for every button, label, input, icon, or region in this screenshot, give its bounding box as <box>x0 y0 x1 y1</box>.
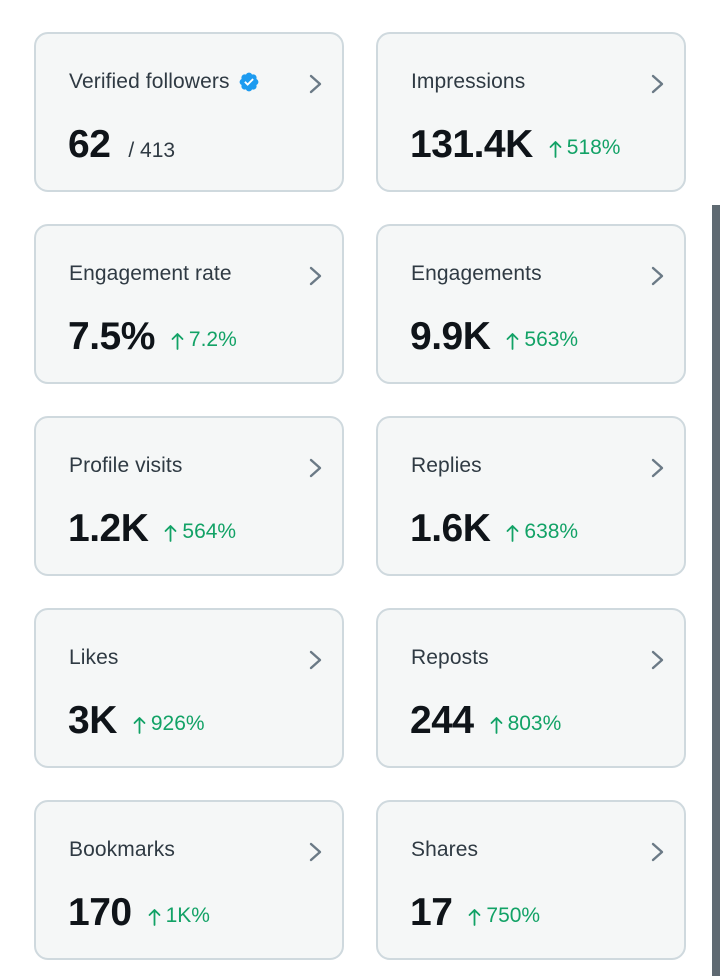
change-indicator: 564% <box>164 520 236 544</box>
change-indicator: 926% <box>133 712 205 736</box>
card-engagements[interactable]: Engagements 9.9K 563% <box>376 224 686 384</box>
card-engagement-rate[interactable]: Engagement rate 7.5% 7.2% <box>34 224 344 384</box>
arrow-up-icon <box>164 525 177 542</box>
arrow-up-icon <box>549 141 562 158</box>
scrollbar[interactable] <box>712 205 720 976</box>
card-value: 1.2K <box>68 507 149 550</box>
chevron-right-icon <box>309 266 322 286</box>
card-value: 17 <box>410 891 453 934</box>
arrow-up-icon <box>133 717 146 734</box>
card-value: 9.9K <box>410 315 491 358</box>
card-bookmarks[interactable]: Bookmarks 170 1K% <box>34 800 344 960</box>
card-replies[interactable]: Replies 1.6K 638% <box>376 416 686 576</box>
change-indicator: 638% <box>506 520 578 544</box>
card-label: Shares <box>411 838 479 861</box>
chevron-right-icon <box>651 842 664 862</box>
card-label: Replies <box>411 454 482 477</box>
card-value: 131.4K <box>410 123 533 166</box>
change-value: 803% <box>507 712 562 735</box>
arrow-up-icon <box>468 909 481 926</box>
card-value: 244 <box>410 699 474 742</box>
card-verified-followers[interactable]: Verified followers 62 / 413 <box>34 32 344 192</box>
arrow-up-icon <box>506 333 519 350</box>
card-label: Engagements <box>411 262 542 285</box>
arrow-up-icon <box>171 333 184 350</box>
chevron-right-icon <box>651 458 664 478</box>
change-indicator: 803% <box>490 712 562 736</box>
change-indicator: 563% <box>506 328 578 352</box>
change-indicator: 750% <box>468 904 540 928</box>
change-value: 7.2% <box>188 328 237 351</box>
change-value: 638% <box>524 520 579 543</box>
change-indicator: 7.2% <box>171 328 237 352</box>
card-label: Engagement rate <box>69 262 232 285</box>
chevron-right-icon <box>651 266 664 286</box>
card-label: Verified followers <box>69 70 230 93</box>
card-value: 3K <box>68 699 117 742</box>
card-value: 1.6K <box>410 507 491 550</box>
card-profile-visits[interactable]: Profile visits 1.2K 564% <box>34 416 344 576</box>
change-value: 563% <box>524 328 579 351</box>
chevron-right-icon <box>309 650 322 670</box>
chevron-right-icon <box>309 74 322 94</box>
chevron-right-icon <box>309 458 322 478</box>
card-likes[interactable]: Likes 3K 926% <box>34 608 344 768</box>
change-value: 1K% <box>165 904 210 927</box>
change-indicator: 518% <box>549 136 621 160</box>
card-label: Bookmarks <box>69 838 175 861</box>
card-label: Impressions <box>411 70 526 93</box>
chevron-right-icon <box>309 842 322 862</box>
card-label: Reposts <box>411 646 489 669</box>
change-indicator: 1K% <box>148 904 210 928</box>
arrow-up-icon <box>490 717 502 734</box>
verified-badge-icon <box>239 72 258 92</box>
change-value: 926% <box>150 712 205 735</box>
card-value: 62 <box>68 123 111 166</box>
analytics-grid: Verified followers 62 / 413 Impressions … <box>34 32 686 960</box>
change-value: 518% <box>566 136 621 159</box>
card-total: / 413 <box>128 139 176 162</box>
card-impressions[interactable]: Impressions 131.4K 518% <box>376 32 686 192</box>
card-label: Profile visits <box>69 454 183 477</box>
arrow-up-icon <box>506 525 519 542</box>
arrow-up-icon <box>148 909 160 926</box>
card-value: 7.5% <box>68 315 155 358</box>
card-reposts[interactable]: Reposts 244 803% <box>376 608 686 768</box>
change-value: 564% <box>182 520 237 543</box>
card-value: 170 <box>68 891 132 934</box>
chevron-right-icon <box>651 74 664 94</box>
card-shares[interactable]: Shares 17 750% <box>376 800 686 960</box>
chevron-right-icon <box>651 650 664 670</box>
change-value: 750% <box>486 904 541 927</box>
card-label: Likes <box>69 646 119 669</box>
